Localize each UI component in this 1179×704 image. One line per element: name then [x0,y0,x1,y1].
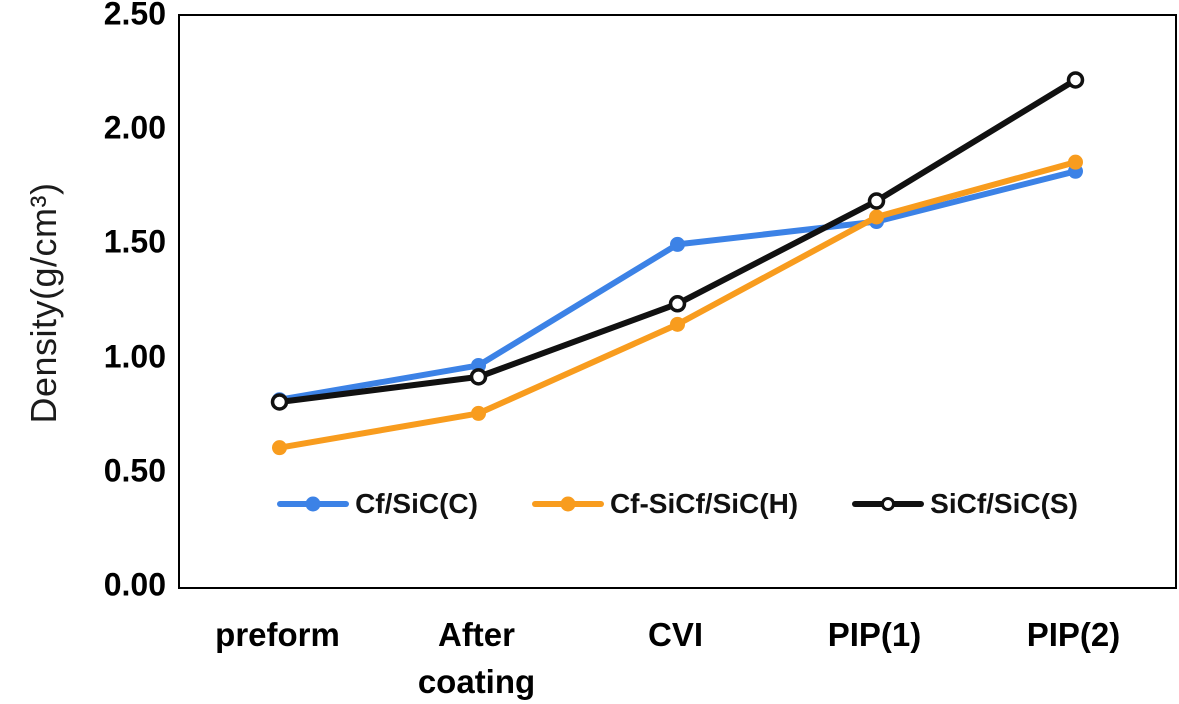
series-marker [867,192,886,210]
plot-area: Cf/SiC(C) Cf-SiCf/SiC(H) SiCf/SiC(S) [178,14,1177,589]
legend-label: SiCf/SiC(S) [930,488,1078,519]
legend: Cf/SiC(C) Cf-SiCf/SiC(H) SiCf/SiC(S) [180,488,1175,520]
legend-label: Cf/SiC(C) [355,488,478,519]
y-tick-label: 1.00 [103,338,166,375]
x-tick-label: CVI [647,616,704,653]
series-marker [670,316,685,332]
series-marker [469,368,488,386]
x-tick-label: PIP(2) [1026,616,1121,653]
open-circle-marker-icon [881,497,896,511]
series-marker [272,440,287,456]
chart-canvas [270,71,1085,456]
y-tick-label: 2.00 [103,109,166,146]
x-tick-label: PIP(1) [827,616,922,653]
series-marker [270,393,289,411]
y-tick-label: 1.50 [103,223,166,260]
legend-line-swatch [531,496,604,512]
filled-circle-marker-icon [305,496,321,512]
y-tick-label: 2.50 [103,0,166,32]
y-tick-label: 0.50 [103,452,166,489]
legend-item: Cf/SiC(C) [277,488,478,520]
y-tick-label: 0.00 [103,566,166,603]
legend-line-swatch [852,497,925,511]
legend-line-swatch [277,496,350,512]
y-axis-label: Density(g/cm³) [23,182,64,424]
x-tick-label: preform [215,616,340,653]
filled-circle-marker-icon [560,496,576,512]
series-marker [1068,154,1083,170]
x-tick-label: After coating [417,616,536,700]
series-line [276,168,1079,403]
series-marker [670,236,685,252]
series-marker [668,295,687,313]
series-marker [1066,71,1085,89]
legend-item: SiCf/SiC(S) [852,488,1078,520]
series-marker [471,405,486,421]
legend-label: Cf-SiCf/SiC(H) [609,488,799,519]
series-marker [869,209,884,225]
legend-item: Cf-SiCf/SiC(H) [531,488,799,520]
